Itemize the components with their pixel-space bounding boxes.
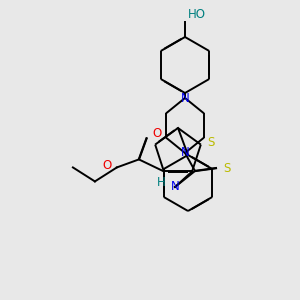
Text: N: N [181,146,189,160]
Text: O: O [152,127,161,140]
Text: S: S [223,161,231,175]
Text: HO: HO [188,8,206,22]
Text: N: N [181,92,189,104]
Text: S: S [207,136,214,149]
Text: O: O [102,159,112,172]
Text: N: N [171,181,179,194]
Text: H: H [157,176,165,190]
